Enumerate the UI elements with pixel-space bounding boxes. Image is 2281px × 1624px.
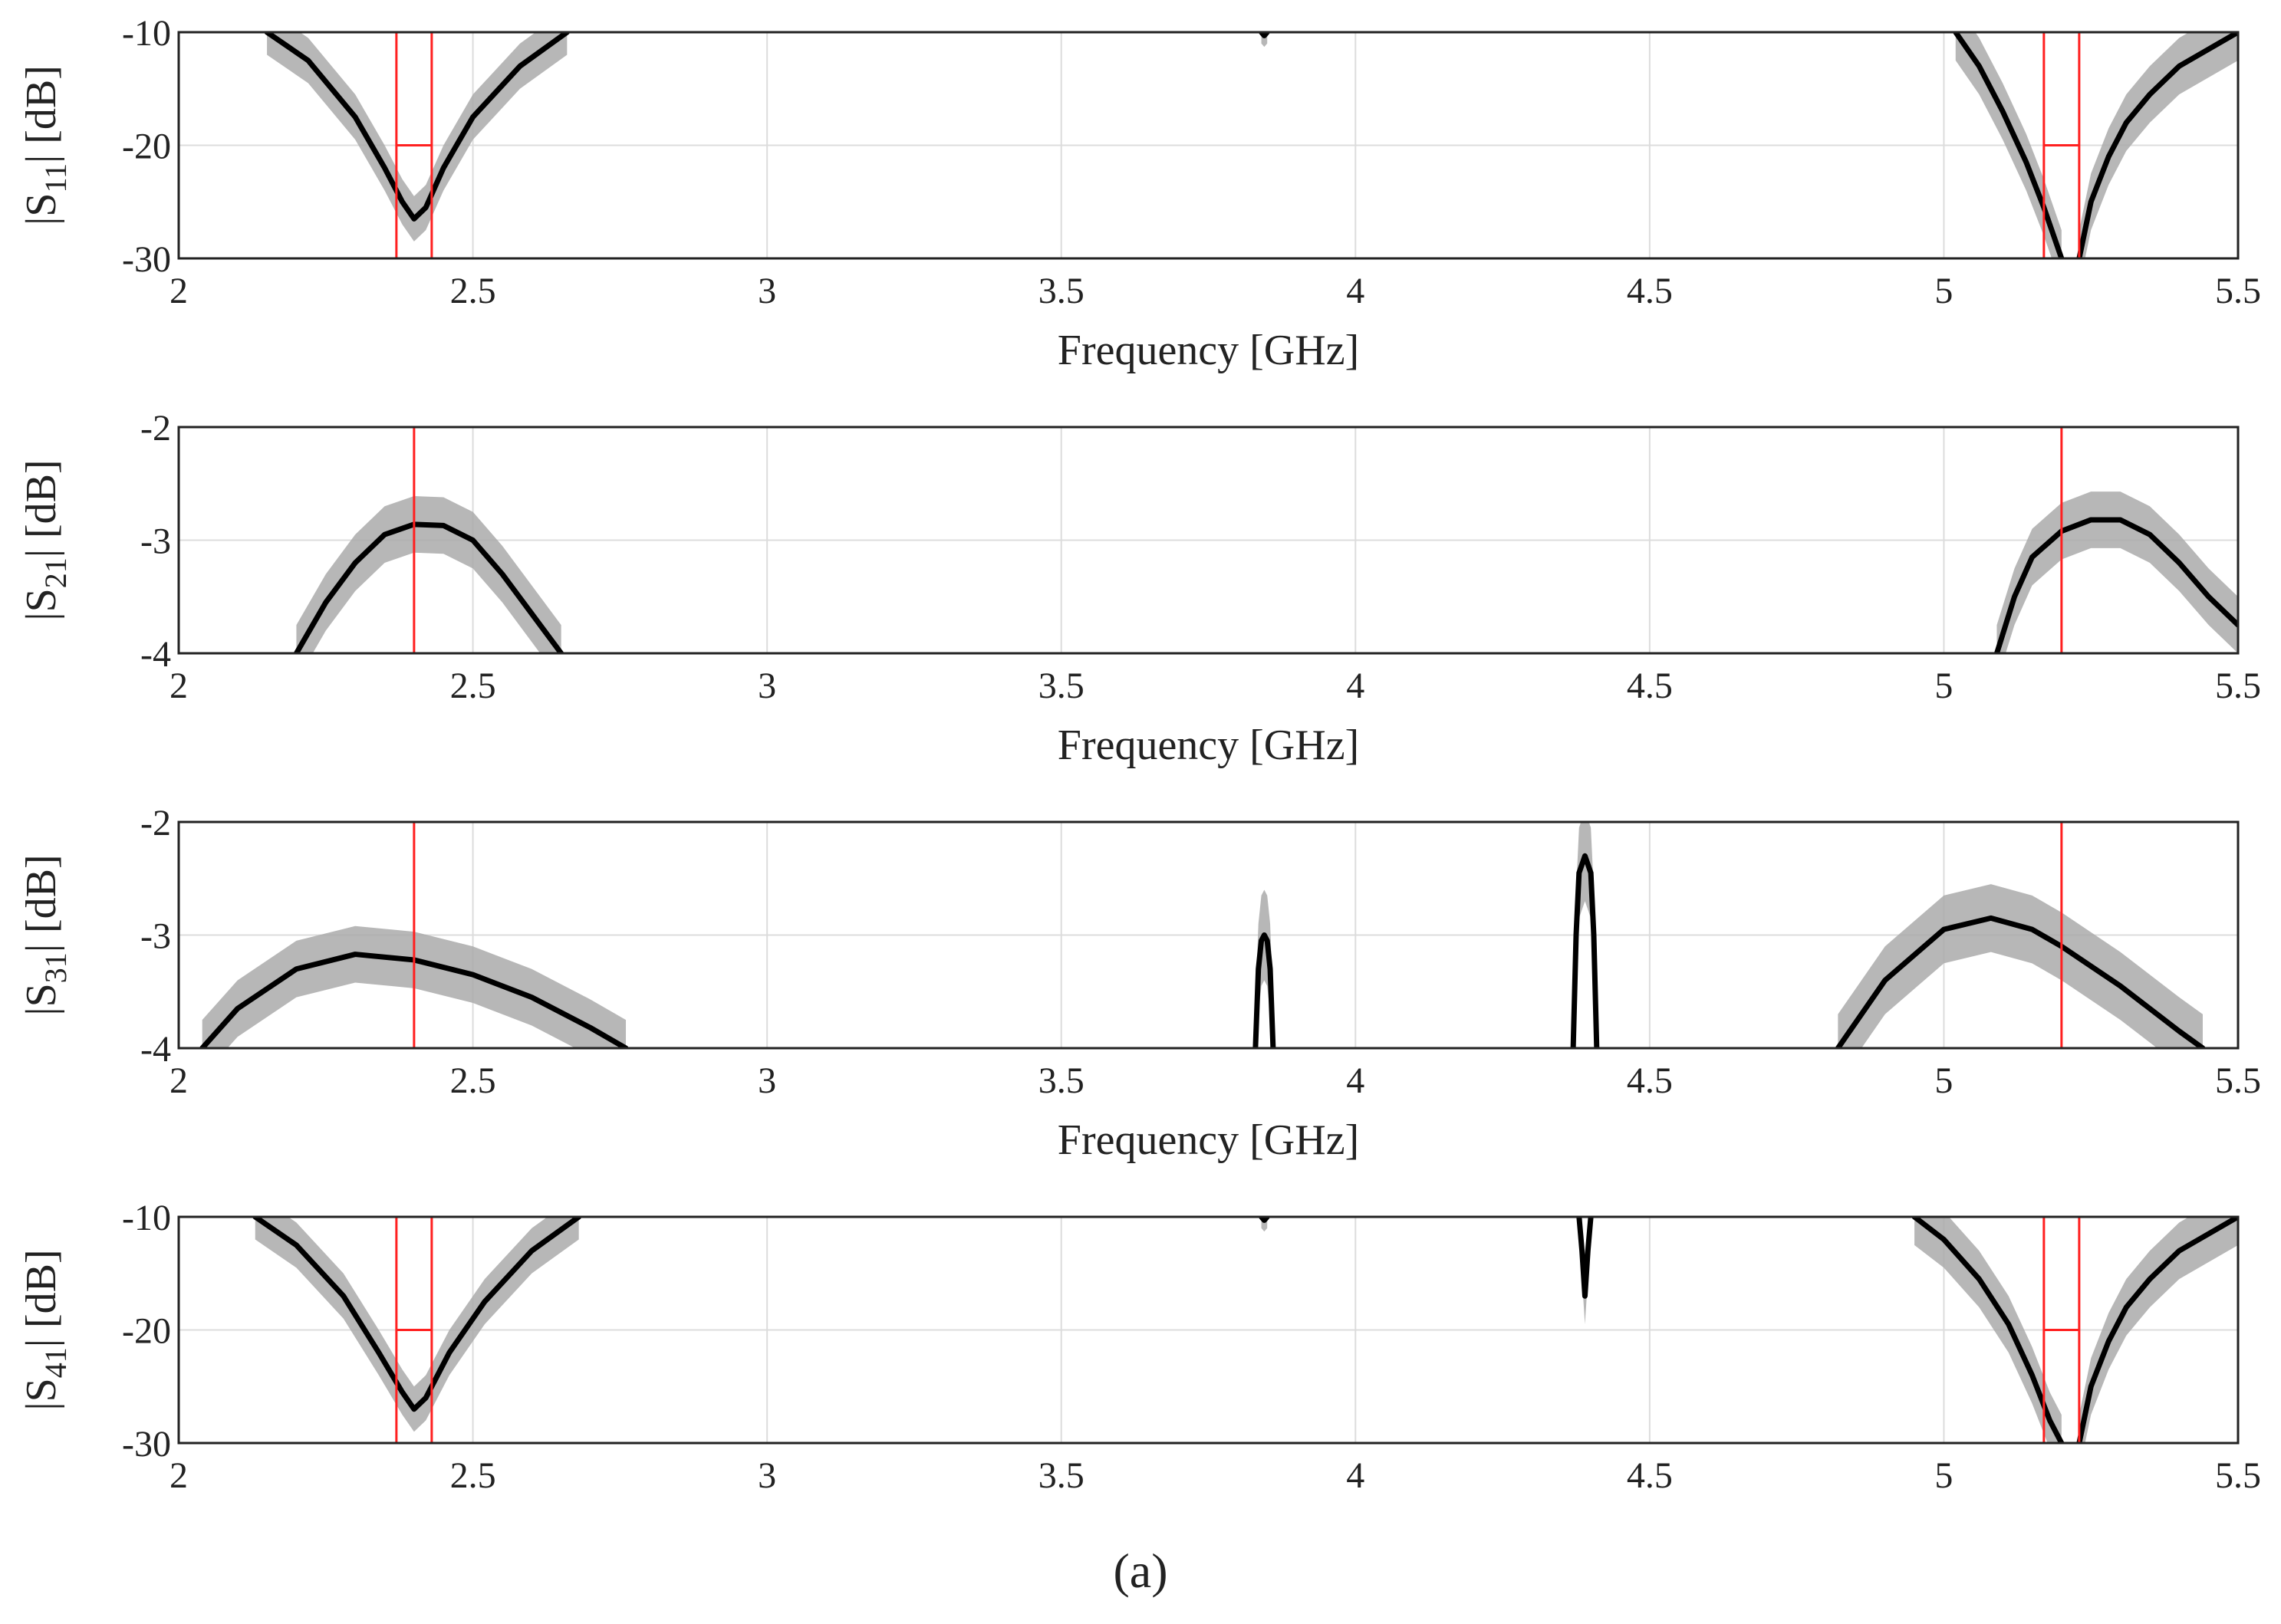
x-tick-label: 5 xyxy=(1934,271,1953,311)
x-tick-label: 2.5 xyxy=(450,666,496,706)
x-tick-label: 3.5 xyxy=(1038,1060,1085,1101)
x-tick-label: 3 xyxy=(758,271,776,311)
x-tick-label: 3 xyxy=(758,666,776,706)
y-tick-label: -4 xyxy=(140,1029,171,1070)
x-axis-title: Frequency [GHz] xyxy=(1058,722,1359,769)
mean-response-line xyxy=(264,32,570,222)
x-tick-label: 4.5 xyxy=(1627,1060,1673,1101)
axes-frame xyxy=(177,1215,2240,1445)
y-axis-title: |S11| [dB] xyxy=(18,65,73,225)
mean-response-line xyxy=(2076,32,2238,258)
mean-response-line xyxy=(252,1217,582,1412)
y-tick-label: -10 xyxy=(122,1198,171,1238)
x-tick-label: 5 xyxy=(1934,666,1953,706)
x-axis-title: Frequency [GHz] xyxy=(1058,327,1359,374)
monte-carlo-band xyxy=(1955,32,2062,258)
subplot-stack: 2 2.5 3 3.5 4 4.5 5 5.5 -10 -20 -30 Frequency [GHz]… xyxy=(18,13,2261,1496)
x-tick-label: 4.5 xyxy=(1627,1455,1673,1496)
x-axis-title: Frequency [GHz] xyxy=(1058,1116,1359,1164)
x-tick-label: 5.5 xyxy=(2215,1455,2261,1496)
axes-frame xyxy=(177,820,2240,1050)
mean-response-line xyxy=(1576,1217,1594,1299)
y-tick-label: -3 xyxy=(140,521,171,562)
axes-frame xyxy=(177,31,2240,260)
mean-response-line xyxy=(293,521,564,653)
plot-area xyxy=(293,427,2238,653)
monte-carlo-band xyxy=(2079,1217,2238,1443)
x-tick-label: 5 xyxy=(1934,1060,1953,1101)
x-tick-label: 4 xyxy=(1346,1455,1364,1496)
subplot-s21: 2 2.5 3 3.5 4 4.5 5 5.5 -2 -3 -4 Frequency [GHz] |S2… xyxy=(18,408,2261,769)
x-tick-label: 3 xyxy=(758,1455,776,1496)
x-tick-label: 3.5 xyxy=(1038,666,1085,706)
subplot-s31: 2 2.5 3 3.5 4 4.5 5 5.5 -2 -3 -4 Frequency [GHz] |S3… xyxy=(18,803,2261,1164)
mean-response-line xyxy=(1953,32,2065,258)
y-axis-title: |S21| [dB] xyxy=(18,459,73,620)
mean-response-line xyxy=(1252,932,1276,1048)
monte-carlo-band xyxy=(255,1217,579,1432)
subplot-s11: 2 2.5 3 3.5 4 4.5 5 5.5 -10 -20 -30 Frequency [GHz]… xyxy=(18,13,2261,374)
monte-carlo-band xyxy=(2079,32,2238,258)
x-tick-label: 2.5 xyxy=(450,271,496,311)
plot-area xyxy=(264,32,2238,258)
x-tick-label: 2 xyxy=(170,666,188,706)
x-tick-label: 5.5 xyxy=(2215,1060,2261,1101)
x-tick-label: 3.5 xyxy=(1038,1455,1085,1496)
x-tick-label: 4.5 xyxy=(1627,666,1673,706)
x-tick-label: 4.5 xyxy=(1627,271,1673,311)
grid xyxy=(178,31,2239,259)
monte-carlo-band xyxy=(1914,1217,2062,1443)
x-tick-label: 3 xyxy=(758,1060,776,1101)
figure-caption: (a) xyxy=(1113,1543,1167,1598)
x-tick-label: 4 xyxy=(1346,666,1364,706)
y-tick-label: -2 xyxy=(140,803,171,843)
monte-carlo-band xyxy=(1255,889,1273,1048)
x-tick-label: 2 xyxy=(170,1060,188,1101)
mean-response-line xyxy=(1993,517,2238,653)
monte-carlo-band xyxy=(1838,884,2203,1048)
y-tick-label: -20 xyxy=(122,127,171,167)
monte-carlo-band xyxy=(296,495,561,653)
mean-response-line xyxy=(1835,915,2206,1048)
x-tick-label: 5.5 xyxy=(2215,666,2261,706)
y-axis-title: |S41| [dB] xyxy=(18,1249,73,1410)
y-tick-label: -4 xyxy=(140,634,171,675)
x-tick-label: 5 xyxy=(1934,1455,1953,1496)
x-tick-label: 2.5 xyxy=(450,1060,496,1101)
plot-area xyxy=(252,1217,2238,1443)
subplot-s41: 2 2.5 3 3.5 4 4.5 5 5.5 -10 -20 -30 |S41| [dB] xyxy=(18,1198,2261,1496)
axes-frame xyxy=(177,426,2240,655)
mean-response-line xyxy=(1911,1217,2065,1443)
mean-response-line xyxy=(1570,853,1600,1048)
y-tick-label: -30 xyxy=(122,239,171,280)
x-tick-label: 4 xyxy=(1346,271,1364,311)
y-axis-title: |S31| [dB] xyxy=(18,854,73,1015)
mean-response-line xyxy=(2076,1217,2238,1443)
x-tick-label: 2 xyxy=(170,271,188,311)
x-tick-label: 2.5 xyxy=(450,1455,496,1496)
x-tick-label: 2 xyxy=(170,1455,188,1496)
y-tick-label: -3 xyxy=(140,916,171,957)
y-tick-label: -30 xyxy=(122,1424,171,1465)
x-tick-label: 4 xyxy=(1346,1060,1364,1101)
plot-area xyxy=(199,822,2206,1048)
x-tick-label: 5.5 xyxy=(2215,271,2261,311)
x-tick-label: 3.5 xyxy=(1038,271,1085,311)
y-tick-label: -20 xyxy=(122,1311,171,1352)
y-tick-label: -2 xyxy=(140,408,171,449)
y-tick-label: -10 xyxy=(122,13,171,54)
monte-carlo-band xyxy=(267,32,568,242)
